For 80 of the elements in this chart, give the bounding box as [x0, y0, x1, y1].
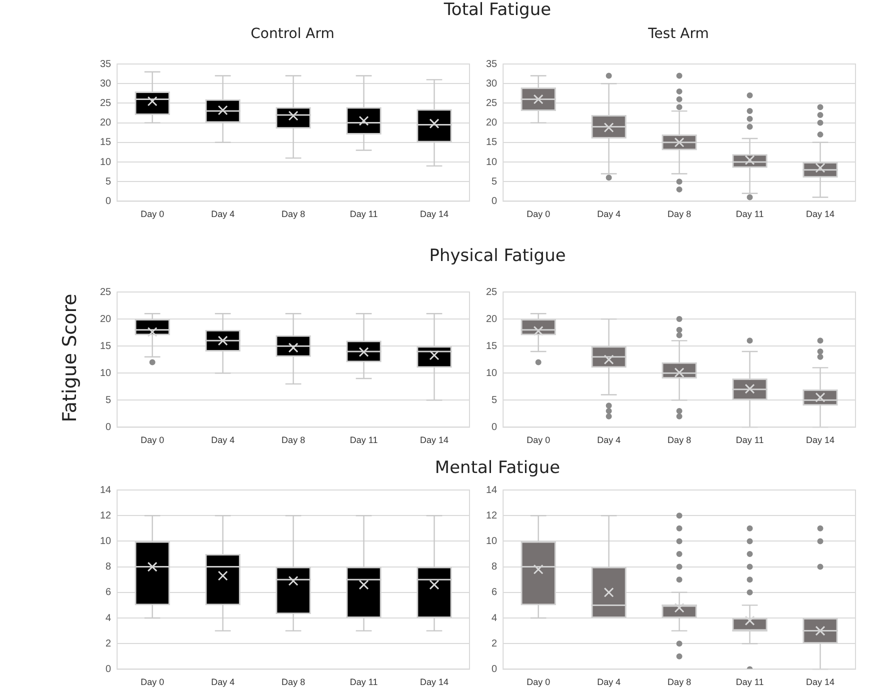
x-tick-label: Day 8 [282, 677, 306, 688]
y-tick-label: 15 [486, 340, 498, 352]
x-tick-label: Day 0 [526, 435, 550, 446]
x-tick-label: Day 0 [140, 209, 164, 220]
y-tick-label: 5 [492, 394, 498, 406]
chart-title: Mental Fatigue [434, 458, 560, 478]
x-tick-label: Day 4 [211, 677, 235, 688]
y-tick-label: 20 [486, 314, 498, 325]
y-tick-label: 6 [106, 587, 112, 598]
y-tick-label: 25 [486, 286, 498, 298]
x-tick-label: Day 8 [282, 435, 306, 446]
x-tick-label: Day 8 [282, 209, 306, 220]
y-tick-label: 14 [486, 484, 498, 496]
y-tick-label: 0 [492, 422, 498, 433]
x-tick-label: Day 14 [806, 209, 835, 220]
x-tick-label: Day 0 [140, 435, 164, 446]
x-tick-label: Day 11 [736, 677, 764, 688]
y-tick-label: 6 [492, 587, 498, 598]
x-tick-label: Day 11 [736, 209, 764, 220]
y-tick-label: 5 [106, 176, 112, 188]
y-tick-label: 8 [106, 562, 112, 573]
x-tick-label: Day 11 [350, 435, 378, 446]
x-tick-label: Day 4 [597, 435, 621, 446]
y-tick-label: 25 [100, 286, 112, 298]
y-tick-label: 25 [486, 98, 498, 109]
x-tick-label: Day 8 [668, 435, 692, 446]
y-tick-label: 5 [106, 394, 112, 406]
y-tick-label: 12 [100, 510, 112, 522]
y-tick-label: 14 [100, 484, 112, 496]
x-tick-label: Day 14 [420, 435, 449, 446]
chart-title: Physical Fatigue [429, 246, 566, 266]
y-tick-label: 2 [106, 638, 112, 650]
y-tick-label: 2 [492, 638, 498, 650]
y-tick-label: 20 [486, 118, 498, 129]
x-tick-label: Day 11 [736, 435, 764, 446]
x-tick-label: Day 0 [526, 209, 550, 220]
y-tick-label: 10 [100, 156, 112, 168]
x-tick-label: Day 14 [420, 677, 449, 688]
y-tick-label: 15 [100, 137, 112, 148]
y-tick-label: 35 [486, 58, 498, 70]
x-tick-label: Day 0 [140, 677, 164, 688]
y-tick-label: 30 [100, 78, 112, 90]
y-tick-label: 8 [492, 562, 498, 573]
y-tick-label: 30 [486, 78, 498, 90]
x-tick-label: Day 11 [350, 209, 378, 220]
y-tick-label: 0 [492, 196, 498, 207]
x-tick-label: Day 0 [526, 677, 550, 688]
x-tick-label: Day 14 [806, 677, 835, 688]
y-tick-label: 10 [100, 368, 112, 379]
y-tick-label: 5 [492, 176, 498, 188]
x-tick-label: Day 4 [211, 209, 235, 220]
y-tick-label: 20 [100, 314, 112, 325]
x-tick-label: Day 8 [668, 209, 692, 220]
y-tick-label: 35 [100, 58, 112, 70]
chart-subtitle: Control Arm [250, 26, 334, 42]
y-tick-label: 0 [492, 664, 498, 675]
y-tick-label: 4 [492, 612, 498, 624]
x-tick-label: Day 4 [597, 209, 621, 220]
y-tick-label: 20 [100, 118, 112, 129]
y-tick-label: 15 [100, 340, 112, 352]
y-tick-label: 10 [486, 368, 498, 379]
x-tick-label: Day 14 [420, 209, 449, 220]
y-tick-label: 10 [100, 536, 112, 547]
y-tick-label: 10 [486, 536, 498, 547]
y-axis-title: Fatigue Score [59, 294, 81, 422]
y-tick-label: 25 [100, 98, 112, 109]
x-tick-label: Day 14 [806, 435, 835, 446]
y-tick-label: 12 [486, 510, 498, 522]
chart-title: Total Fatigue [444, 0, 552, 20]
x-tick-label: Day 11 [350, 677, 378, 688]
y-tick-label: 0 [106, 422, 112, 433]
x-tick-label: Day 4 [597, 677, 621, 688]
y-tick-label: 0 [106, 664, 112, 675]
y-tick-label: 4 [106, 612, 112, 624]
y-tick-label: 0 [106, 196, 112, 207]
x-tick-label: Day 8 [668, 677, 692, 688]
x-tick-label: Day 4 [211, 435, 235, 446]
chart-subtitle: Test Arm [648, 26, 709, 42]
y-tick-label: 10 [486, 156, 498, 168]
y-tick-label: 15 [486, 137, 498, 148]
